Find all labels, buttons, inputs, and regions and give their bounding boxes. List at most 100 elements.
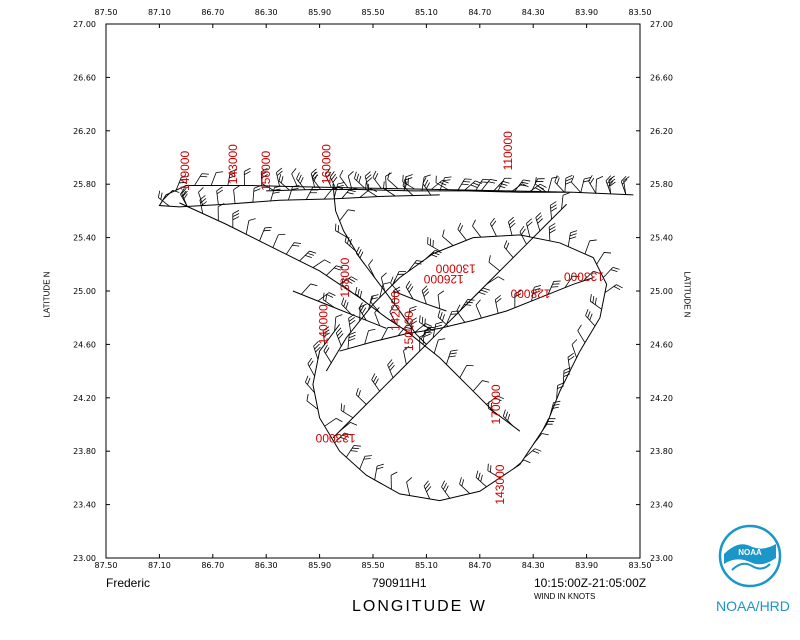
wind-barb [299, 250, 317, 262]
wind-barb [329, 171, 338, 190]
track-leg [339, 277, 594, 352]
agency-label: NOAA/HRD [716, 598, 790, 614]
x-tick-label-bottom: 84.70 [468, 561, 491, 570]
y-tick-label-left: 25.40 [73, 234, 96, 243]
y-tick-label-left: 25.80 [73, 180, 96, 189]
wind-barb [322, 326, 330, 345]
wind-barb [526, 218, 533, 238]
wind-barb [487, 401, 501, 417]
wind-barb [393, 286, 401, 305]
wind-barb [325, 265, 344, 276]
wind-barb [368, 294, 379, 311]
wind-barb [359, 303, 367, 322]
wind-barb [344, 234, 356, 252]
wind-barb [419, 315, 432, 331]
wind-barb [472, 380, 490, 392]
wind-barb [564, 174, 573, 193]
wind-barb [556, 382, 565, 400]
wind-barb [580, 176, 592, 193]
wind-barb [339, 421, 358, 432]
wind-barb [243, 167, 251, 186]
altitude-label: 133000 [564, 269, 604, 283]
wind-barb [368, 259, 376, 278]
wind-barb [439, 176, 452, 192]
x-tick-label-bottom: 83.50 [629, 561, 652, 570]
wind-barb [585, 308, 596, 327]
wind-barb [371, 373, 381, 392]
wind-barb [489, 217, 497, 237]
wind-barb [374, 463, 384, 480]
y-tick-label-right: 25.00 [650, 287, 673, 296]
wind-barb [595, 176, 604, 194]
wind-barb [180, 188, 188, 207]
wind-barb [305, 375, 315, 394]
wind-barb [390, 276, 401, 294]
y-tick-label-left: 27.00 [73, 20, 96, 29]
x-tick-label-bottom: 87.50 [95, 561, 118, 570]
wind-barb [383, 181, 396, 197]
x-tick-label-bottom: 86.70 [201, 561, 224, 570]
wind-barb [407, 260, 424, 272]
wind-barb [372, 170, 382, 189]
wind-barb [446, 349, 458, 365]
wind-barb [379, 282, 390, 298]
wind-barb [494, 294, 502, 314]
wind-barb [427, 236, 440, 252]
wind-barb [341, 297, 352, 315]
wind-barb [433, 338, 446, 354]
flight-track [158, 184, 634, 502]
wind-barb [335, 223, 348, 238]
wind-barb [407, 306, 417, 323]
wind-barb [531, 178, 545, 192]
wind-barb [582, 270, 601, 282]
altitude-labels: 110000 149000 143000 150000 160000 138000 1400… [178, 131, 604, 505]
flight-id: 790911H1 [372, 576, 427, 590]
wind-barb [456, 304, 466, 323]
wind-barb [175, 176, 189, 191]
wind-barb [602, 267, 620, 278]
wind-barb [402, 174, 415, 190]
altitude-label: 142000 [389, 291, 403, 331]
wind-barb [194, 173, 209, 186]
wind-barb [589, 294, 602, 310]
x-tick-label-top: 85.50 [362, 8, 385, 17]
wind-barb [457, 178, 472, 192]
wind-barb [260, 168, 268, 186]
wind-barb [567, 352, 575, 372]
wind-barb [405, 280, 414, 300]
x-tick-label-bottom: 83.90 [575, 561, 598, 570]
wind-barb [472, 219, 482, 238]
altitude-label: 138000 [338, 257, 352, 297]
wind-barb [608, 175, 616, 194]
x-tick-label-bottom: 84.30 [522, 561, 545, 570]
wind-barb [508, 216, 516, 236]
wind-barb [488, 255, 501, 272]
y-tick-label-right: 27.00 [650, 20, 673, 29]
wind-barb [324, 417, 343, 427]
noaa-logo-icon: NOAA [718, 524, 782, 588]
wind-barb [503, 240, 514, 258]
wind-barb [524, 448, 542, 459]
wind-barb [497, 177, 512, 191]
wind-barb [406, 477, 413, 496]
x-tick-label-bottom: 87.10 [148, 561, 171, 570]
altitude-label: 149000 [178, 151, 192, 191]
wind-barb [596, 252, 612, 265]
wind-barb [548, 223, 556, 241]
wind-barb [464, 180, 482, 191]
altitude-label: 126000 [423, 272, 463, 286]
y-tick-label-right: 24.60 [650, 340, 673, 349]
wind-barb [355, 286, 367, 303]
wind-barb [547, 176, 559, 192]
wind-barb [272, 233, 286, 248]
wind-barb [252, 185, 261, 203]
wind-barb [441, 480, 451, 499]
altitude-label: 123000 [315, 431, 355, 445]
y-tick-label-right: 25.80 [650, 180, 673, 189]
y-tick-label-left: 23.80 [73, 447, 96, 456]
wind-barb [475, 299, 482, 319]
wind-barb [354, 171, 365, 189]
wind-barb [341, 277, 354, 294]
plot-frame [105, 23, 641, 559]
wind-barb [355, 246, 365, 265]
